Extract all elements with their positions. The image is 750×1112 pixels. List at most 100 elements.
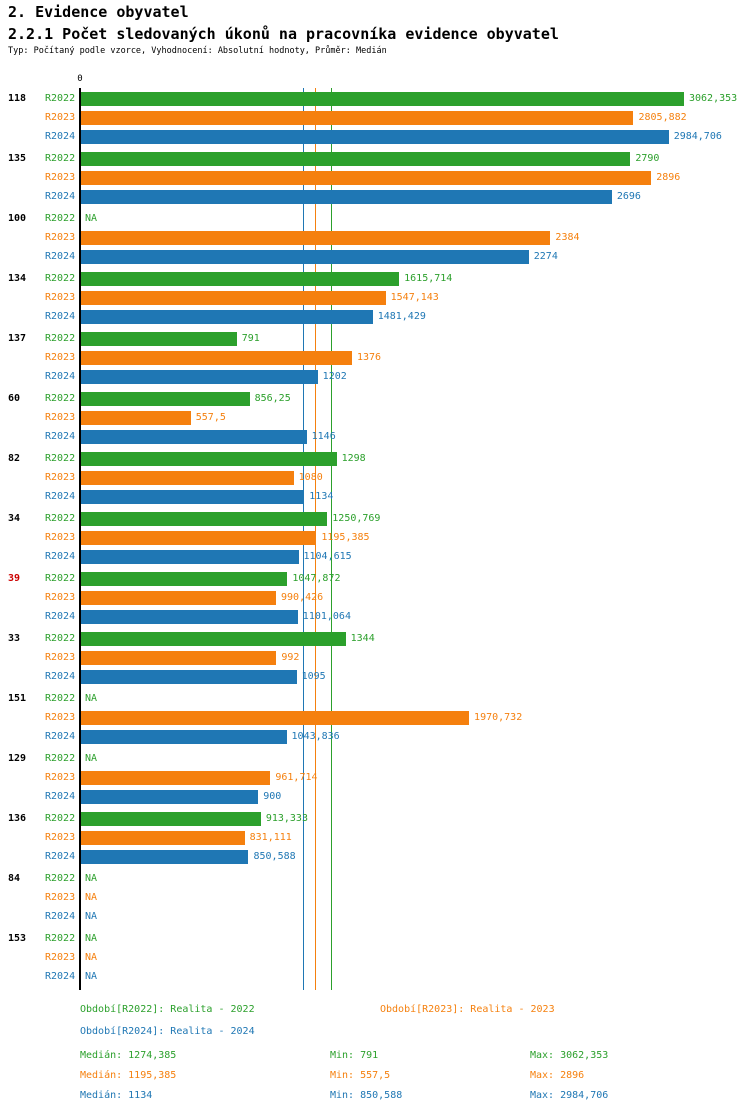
report-title: 2. Evidence obyvatel xyxy=(8,3,189,21)
bar-r2023 xyxy=(81,591,277,605)
bar-value-label: 1481,429 xyxy=(377,311,426,322)
bar-r2023 xyxy=(81,471,294,485)
group-id-label: 100 xyxy=(8,213,27,224)
chart-meta: Typ: Počítaný podle vzorce, Vyhodnocení:… xyxy=(8,46,387,56)
series-label-r2022: R2022 xyxy=(45,693,76,704)
bar-r2023 xyxy=(81,411,191,425)
group-id-label: 33 xyxy=(8,633,21,644)
series-label-r2022: R2022 xyxy=(45,333,76,344)
bar-r2023 xyxy=(81,351,352,365)
series-label-r2024: R2024 xyxy=(45,911,76,922)
bar-value-label: 1376 xyxy=(356,352,382,363)
group-id-label: 129 xyxy=(8,753,27,764)
bar-r2024 xyxy=(81,370,318,384)
bar-r2024 xyxy=(81,130,669,144)
series-label-r2024: R2024 xyxy=(45,431,76,442)
stat-median-r2023: Medián: 1195,385 xyxy=(80,1070,177,1081)
series-label-r2024: R2024 xyxy=(45,131,76,142)
bar-r2023 xyxy=(81,651,277,665)
bar-r2022 xyxy=(81,452,337,466)
series-label-r2022: R2022 xyxy=(45,513,76,524)
bar-r2023 xyxy=(81,831,245,845)
bar-r2022 xyxy=(81,152,631,166)
bar-r2023 xyxy=(81,171,652,185)
stat-max-r2024: Max: 2984,706 xyxy=(530,1090,609,1101)
series-label-r2023: R2023 xyxy=(45,712,76,723)
group-id-label: 137 xyxy=(8,333,27,344)
bar-r2024 xyxy=(81,310,373,324)
chart-plot: 118 R2022 3062,353 R2023 2805,882 R2024 2984,7… xyxy=(0,88,750,990)
bar-r2022 xyxy=(81,332,237,346)
bar-value-label: 1195,385 xyxy=(321,532,370,543)
series-label-r2022: R2022 xyxy=(45,213,76,224)
bar-value-label: 1104,615 xyxy=(303,551,352,562)
bar-r2024 xyxy=(81,670,297,684)
group-id-label: 153 xyxy=(8,933,27,944)
legend-and-stats: Období[R2022]: Realita - 2022 Období[R20… xyxy=(0,1004,750,1112)
bar-value-label: 961,714 xyxy=(275,772,318,783)
bar-r2022 xyxy=(81,272,400,286)
series-label-r2022: R2022 xyxy=(45,753,76,764)
series-label-r2023: R2023 xyxy=(45,232,76,243)
bar-value-label: 850,588 xyxy=(253,851,296,862)
series-label-r2023: R2023 xyxy=(45,112,76,123)
stat-max-r2022: Max: 3062,353 xyxy=(530,1050,609,1061)
series-label-r2024: R2024 xyxy=(45,311,76,322)
series-label-r2022: R2022 xyxy=(45,813,76,824)
bar-r2024 xyxy=(81,190,612,204)
bar-r2022 xyxy=(81,512,328,526)
bar-value-label: NA xyxy=(85,873,98,884)
bar-value-label: 1095 xyxy=(301,671,326,682)
series-label-r2022: R2022 xyxy=(45,933,76,944)
group-id-label: 34 xyxy=(8,513,21,524)
bar-value-label: 1101,064 xyxy=(302,611,351,622)
bar-value-label: 2896 xyxy=(656,172,681,183)
bar-value-label: NA xyxy=(85,933,98,944)
bar-value-label: 1250,769 xyxy=(332,513,381,524)
axis-zero-label: 0 xyxy=(77,74,83,84)
bar-value-label: 2984,706 xyxy=(673,131,722,142)
bar-r2022 xyxy=(81,572,288,586)
series-label-r2024: R2024 xyxy=(45,791,76,802)
bar-value-label: 1080 xyxy=(298,472,323,483)
group-id-label: 136 xyxy=(8,813,27,824)
bar-value-label: 1146 xyxy=(311,431,336,442)
bar-r2024 xyxy=(81,850,249,864)
bar-value-label: 2274 xyxy=(533,251,558,262)
group-id-label: 82 xyxy=(8,453,21,464)
stat-min-r2023: Min: 557,5 xyxy=(330,1070,391,1081)
bar-value-label: 856,25 xyxy=(254,393,291,404)
series-label-r2024: R2024 xyxy=(45,731,76,742)
median-line-r2022 xyxy=(330,88,332,990)
bar-value-label: 1547,143 xyxy=(390,292,439,303)
group-id-label: 134 xyxy=(8,273,27,284)
series-label-r2024: R2024 xyxy=(45,371,76,382)
bar-value-label: NA xyxy=(85,892,98,903)
bar-value-label: NA xyxy=(85,952,98,963)
series-label-r2023: R2023 xyxy=(45,352,76,363)
bar-value-label: 1615,714 xyxy=(404,273,453,284)
bar-value-label: 831,111 xyxy=(249,832,292,843)
group-id-label: 60 xyxy=(8,393,21,404)
series-label-r2022: R2022 xyxy=(45,633,76,644)
series-label-r2023: R2023 xyxy=(45,292,76,303)
stat-min-r2024: Min: 850,588 xyxy=(330,1090,403,1101)
series-label-r2022: R2022 xyxy=(45,453,76,464)
stat-median-r2024: Medián: 1134 xyxy=(80,1090,153,1101)
series-label-r2024: R2024 xyxy=(45,491,76,502)
series-label-r2023: R2023 xyxy=(45,532,76,543)
bar-value-label: 913,333 xyxy=(265,813,308,824)
stat-min-r2022: Min: 791 xyxy=(330,1050,379,1061)
bar-r2024 xyxy=(81,790,259,804)
series-label-r2023: R2023 xyxy=(45,832,76,843)
bar-value-label: NA xyxy=(85,753,98,764)
stat-max-r2023: Max: 2896 xyxy=(530,1070,585,1081)
bar-r2023 xyxy=(81,291,386,305)
series-label-r2024: R2024 xyxy=(45,251,76,262)
bar-r2022 xyxy=(81,632,346,646)
bar-r2023 xyxy=(81,231,551,245)
group-id-label: 39 xyxy=(8,573,21,584)
bar-value-label: 2790 xyxy=(635,153,660,164)
series-label-r2024: R2024 xyxy=(45,851,76,862)
